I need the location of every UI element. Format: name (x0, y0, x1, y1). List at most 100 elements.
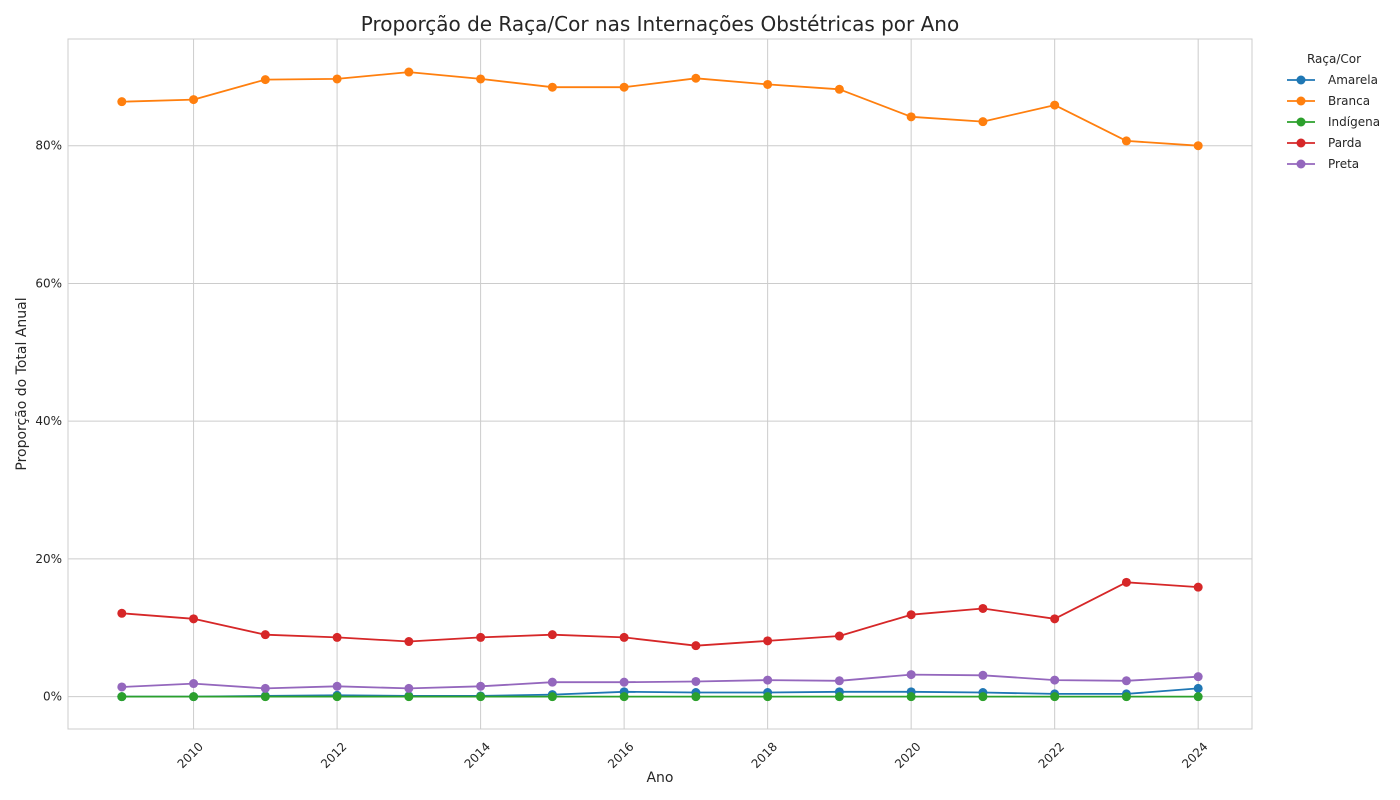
x-axis-ticks: 2010 2012 2014 2016 2018 2020 2022 2024 (175, 740, 1211, 771)
data-point (906, 610, 916, 620)
legend-swatch-marker (1296, 159, 1306, 169)
data-point (978, 692, 988, 702)
x-tick-label: 2018 (749, 740, 780, 771)
x-tick-label: 2022 (1036, 740, 1067, 771)
legend-item: Indígena (1287, 115, 1380, 129)
series-line (121, 687, 1199, 698)
data-point (1050, 100, 1060, 110)
data-point (1193, 141, 1203, 151)
data-point (476, 632, 486, 642)
data-point (332, 74, 342, 84)
data-point (978, 117, 988, 127)
series-line (121, 71, 1199, 147)
data-point (260, 692, 270, 702)
x-tick-label: 2024 (1179, 740, 1210, 771)
data-point (691, 692, 701, 702)
data-point (260, 683, 270, 693)
data-point (547, 677, 557, 687)
legend-label: Preta (1328, 157, 1359, 171)
data-point (619, 632, 629, 642)
data-point (404, 683, 414, 693)
series-preta (117, 670, 1203, 693)
data-point (691, 676, 701, 686)
legend-item: Branca (1287, 94, 1370, 108)
data-point (117, 682, 127, 692)
data-point (1121, 136, 1131, 146)
data-point (763, 692, 773, 702)
data-point (547, 692, 557, 702)
data-point (1193, 692, 1203, 702)
data-point (332, 681, 342, 691)
data-point (117, 608, 127, 618)
data-point (1193, 582, 1203, 592)
x-axis-label: Ano (646, 770, 673, 786)
legend-items: Amarela Branca Indígena Parda Preta (1287, 73, 1380, 171)
x-tick-label: 2020 (892, 740, 923, 771)
legend-label: Amarela (1328, 73, 1378, 87)
legend-item: Parda (1287, 136, 1362, 150)
x-tick-label: 2014 (462, 740, 493, 771)
chart-title: Proporção de Raça/Cor nas Internações Ob… (361, 12, 959, 36)
x-tick-label: 2016 (605, 740, 636, 771)
data-point (763, 636, 773, 646)
series-line (121, 581, 1199, 647)
legend-item: Preta (1287, 157, 1359, 171)
data-point (1050, 692, 1060, 702)
data-point (117, 97, 127, 107)
y-tick-label: 80% (35, 139, 62, 153)
legend: Raça/Cor Amarela Branca Indígena Parda Preta (1287, 52, 1380, 171)
data-point (834, 84, 844, 94)
data-point (189, 614, 199, 624)
data-point (906, 112, 916, 122)
data-point (260, 630, 270, 640)
data-point (619, 677, 629, 687)
data-point (906, 670, 916, 680)
legend-swatch-marker (1296, 138, 1306, 148)
data-point (763, 675, 773, 685)
data-point (404, 67, 414, 77)
data-point (404, 692, 414, 702)
data-point (834, 676, 844, 686)
grid (68, 39, 1252, 729)
data-point (906, 692, 916, 702)
data-point (1121, 577, 1131, 587)
data-point (547, 630, 557, 640)
y-axis-label: Proporção do Total Anual (14, 297, 30, 470)
legend-label: Indígena (1328, 115, 1380, 129)
data-point (332, 632, 342, 642)
data-point (1121, 692, 1131, 702)
legend-item: Amarela (1287, 73, 1378, 87)
data-point (1050, 675, 1060, 685)
legend-swatch-marker (1296, 75, 1306, 85)
data-point (834, 631, 844, 641)
data-point (404, 637, 414, 647)
legend-label: Parda (1328, 136, 1362, 150)
data-point (260, 75, 270, 85)
data-point (1121, 676, 1131, 686)
legend-title: Raça/Cor (1307, 52, 1361, 66)
y-tick-label: 20% (35, 552, 62, 566)
data-point (547, 82, 557, 92)
data-point (332, 692, 342, 702)
data-point (476, 74, 486, 84)
plot-area-frame (67, 38, 1253, 730)
data-point (1050, 614, 1060, 624)
data-point (763, 79, 773, 89)
data-point (189, 95, 199, 105)
legend-swatch-marker (1296, 96, 1306, 106)
legend-label: Branca (1328, 94, 1370, 108)
data-point (1193, 672, 1203, 682)
series-line (121, 673, 1199, 690)
data-point (691, 73, 701, 83)
data-point (978, 670, 988, 680)
data-point (189, 692, 199, 702)
y-tick-label: 40% (35, 414, 62, 428)
data-point (619, 82, 629, 92)
data-point (834, 692, 844, 702)
series-layer (117, 67, 1203, 702)
series-branca (117, 67, 1203, 151)
y-axis-ticks: 0% 20% 40% 60% 80% (35, 139, 62, 704)
y-tick-label: 0% (43, 690, 62, 704)
